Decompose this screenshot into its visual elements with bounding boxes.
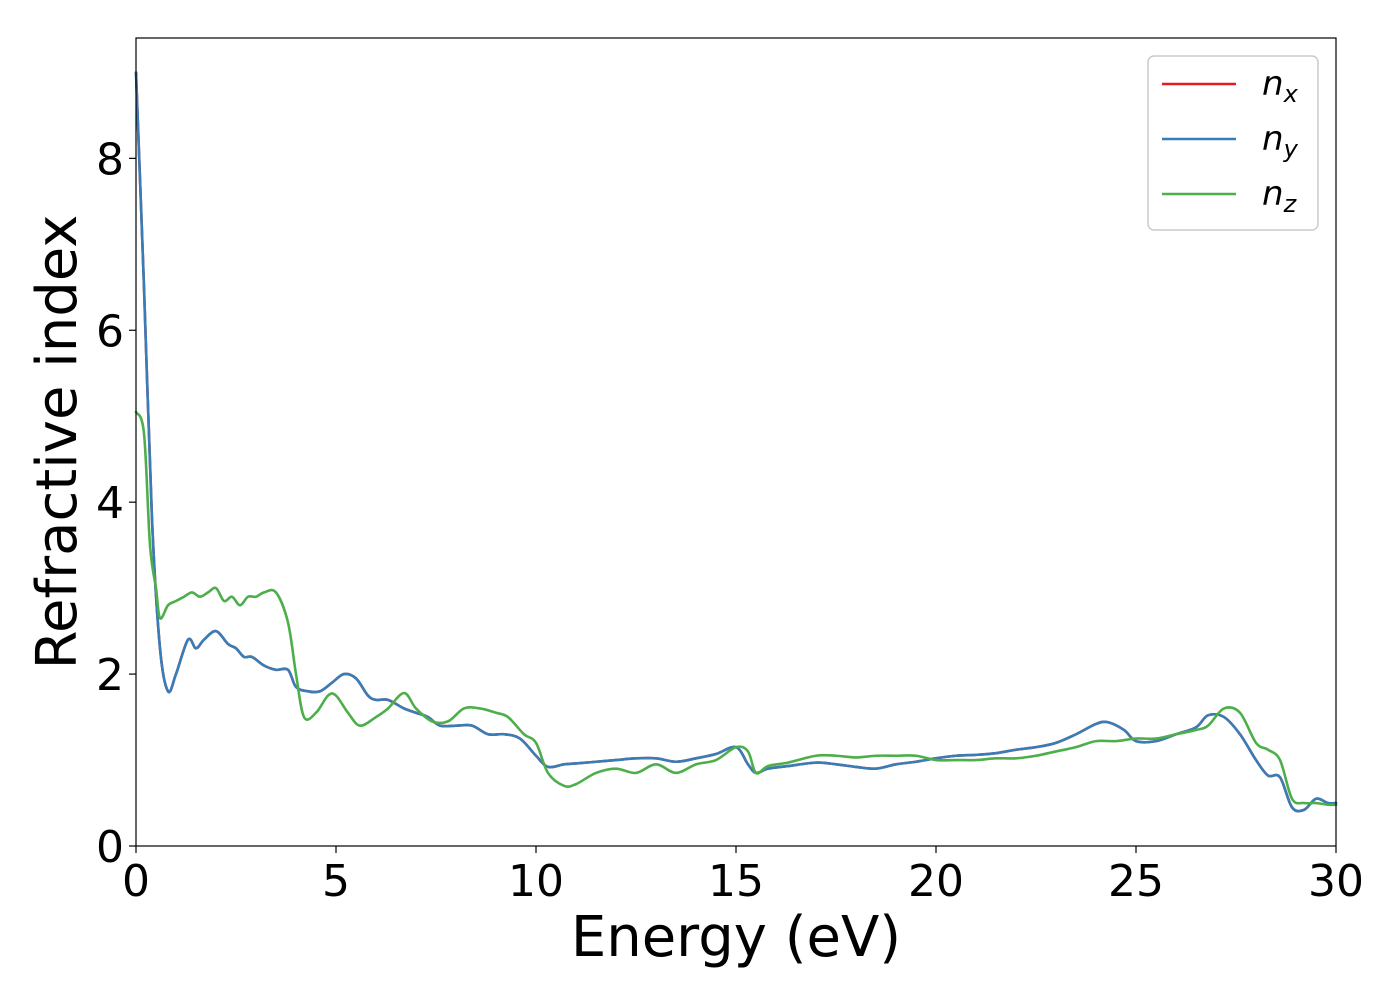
y-tick-label: 0 <box>96 822 124 873</box>
y-tick-label: 4 <box>96 478 124 529</box>
x-tick-label: 25 <box>1108 856 1164 907</box>
series-line-n-y <box>134 71 1338 813</box>
y-tick-label: 6 <box>96 306 124 357</box>
y-tick-label: 2 <box>96 650 124 701</box>
x-tick-label: 15 <box>708 856 764 907</box>
series-layer <box>134 71 1338 813</box>
y-axis-title: Refractive index <box>25 215 90 670</box>
legend: nx ny nz <box>1147 55 1319 231</box>
plot-area <box>136 38 1336 846</box>
x-tick-label: 20 <box>908 856 964 907</box>
x-tick-label: 10 <box>508 856 564 907</box>
legend-label: nz <box>1262 174 1298 218</box>
x-axis: 0 5 10 15 20 25 30 <box>122 846 1364 907</box>
series-line-n-z <box>134 410 1338 807</box>
y-tick-label: 8 <box>96 134 124 185</box>
x-tick-label: 0 <box>122 856 150 907</box>
legend-label: nx <box>1262 64 1299 108</box>
y-axis: 0 2 4 6 8 <box>96 134 136 873</box>
legend-box <box>1147 55 1319 231</box>
x-axis-title: Energy (eV) <box>571 905 901 970</box>
legend-label: ny <box>1262 119 1299 163</box>
x-tick-label: 5 <box>322 856 350 907</box>
x-tick-label: 30 <box>1308 856 1364 907</box>
